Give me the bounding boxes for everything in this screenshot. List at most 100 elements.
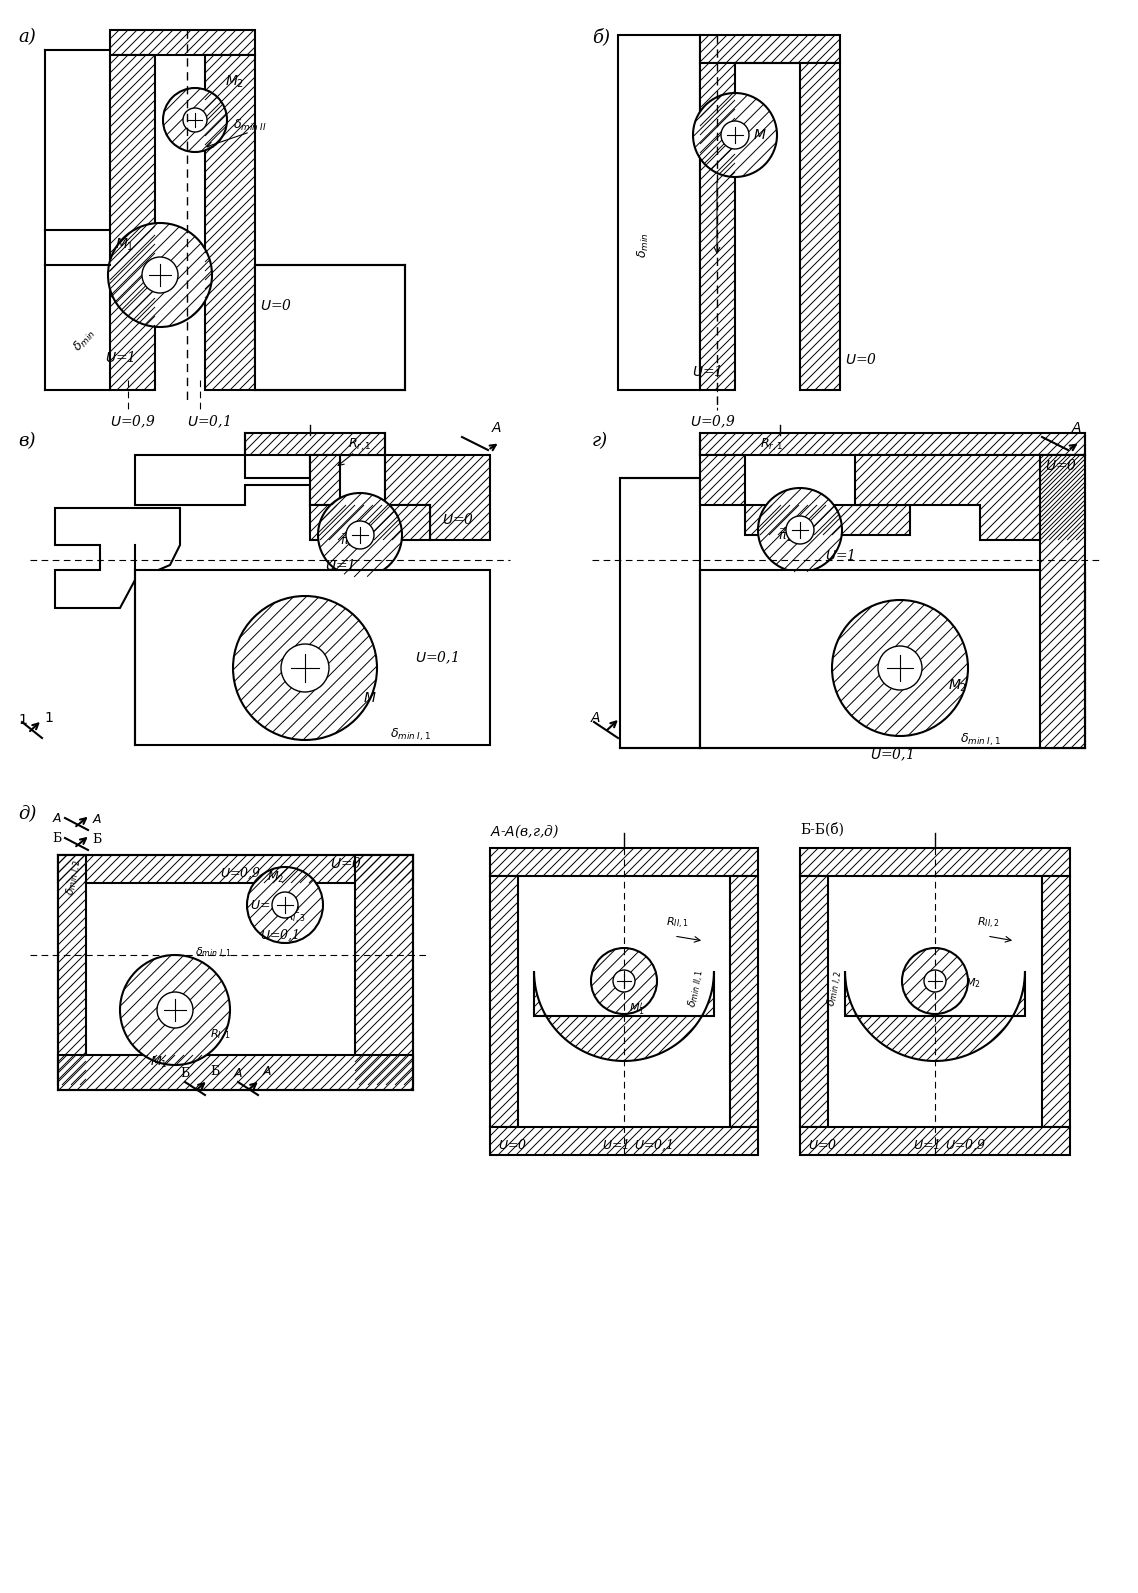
Text: $A$: $A$: [233, 1067, 244, 1080]
Text: $R_{II,1}$: $R_{II,1}$: [666, 916, 688, 930]
Circle shape: [108, 223, 212, 327]
Text: $M_1$: $M_1$: [115, 237, 134, 253]
Circle shape: [591, 948, 657, 1015]
Circle shape: [272, 892, 298, 918]
Circle shape: [346, 521, 374, 550]
Bar: [490, 876, 518, 1126]
Circle shape: [693, 92, 777, 177]
Text: Б: Б: [180, 1067, 189, 1080]
Text: $M_2$: $M_2$: [267, 870, 284, 884]
Bar: [1040, 456, 1085, 749]
Text: $\vec{\pi}_1$: $\vec{\pi}_1$: [923, 977, 937, 992]
Polygon shape: [55, 508, 180, 609]
Text: $A$: $A$: [589, 710, 601, 725]
Text: $U$=0: $U$=0: [442, 513, 475, 527]
Text: $\delta_{min\ I,2}$: $\delta_{min\ I,2}$: [825, 970, 847, 1008]
Bar: [800, 876, 828, 1126]
Text: $R_{I,1}$: $R_{I,1}$: [211, 1027, 230, 1042]
Circle shape: [163, 88, 226, 151]
Circle shape: [832, 601, 968, 736]
Text: б): б): [592, 29, 610, 46]
Text: $A$: $A$: [262, 1066, 272, 1078]
Bar: [729, 876, 758, 1126]
Text: в): в): [18, 432, 35, 449]
Text: $U$=0,1: $U$=0,1: [187, 414, 230, 430]
Text: $\vec{\pi}_1$: $\vec{\pi}_1$: [778, 526, 792, 543]
Text: $U$=1: $U$=1: [825, 548, 855, 562]
Text: $R_{I,3}$: $R_{I,3}$: [284, 911, 305, 926]
Text: $R_{r,1}$: $R_{r,1}$: [760, 436, 783, 452]
Text: $U$=0,9: $U$=0,9: [110, 414, 156, 430]
Text: $\delta_{min\ I,1}$: $\delta_{min\ I,1}$: [195, 946, 231, 961]
Text: $U$=0,1: $U$=0,1: [415, 650, 459, 666]
Circle shape: [721, 121, 749, 150]
Text: Б: Б: [92, 833, 101, 846]
Text: $U$=0: $U$=0: [259, 298, 292, 312]
Text: $M_2$: $M_2$: [965, 977, 981, 989]
Text: $U$=1: $U$=1: [913, 1137, 940, 1152]
Bar: [58, 855, 413, 883]
Text: $\delta_{min\ II,1}$: $\delta_{min\ II,1}$: [686, 969, 708, 1010]
Bar: [58, 855, 86, 1085]
Bar: [800, 847, 1070, 876]
Text: г): г): [592, 432, 608, 449]
Text: $U$=1: $U$=1: [325, 558, 355, 572]
Text: $U$=0,9: $U$=0,9: [220, 865, 261, 881]
Text: $U$=0,9: $U$=0,9: [690, 414, 735, 430]
Text: $M_1$: $M_1$: [150, 1055, 167, 1069]
Bar: [110, 30, 255, 56]
Circle shape: [247, 867, 323, 943]
Text: Б: Б: [52, 832, 61, 844]
Bar: [700, 35, 840, 64]
Bar: [700, 570, 1085, 749]
Polygon shape: [135, 570, 490, 746]
Text: $\vec{\pi}_2$: $\vec{\pi}_2$: [612, 977, 625, 992]
Text: $A$: $A$: [92, 812, 102, 827]
Text: $1$: $1$: [18, 714, 27, 726]
Text: $\delta_{min}$: $\delta_{min}$: [636, 233, 651, 258]
Bar: [310, 505, 430, 540]
Circle shape: [318, 492, 402, 577]
Text: $\delta_{min\ I,1}$: $\delta_{min\ I,1}$: [960, 731, 1000, 749]
Circle shape: [119, 954, 230, 1066]
Text: $A$: $A$: [52, 812, 63, 825]
Circle shape: [157, 992, 193, 1027]
Polygon shape: [855, 456, 1085, 540]
Circle shape: [786, 516, 814, 543]
Text: $R_{r,1}$: $R_{r,1}$: [348, 436, 371, 452]
Text: а): а): [18, 29, 35, 46]
Bar: [700, 456, 745, 505]
Bar: [700, 64, 735, 390]
Text: $U$=1: $U$=1: [250, 898, 278, 913]
Circle shape: [879, 647, 922, 690]
Circle shape: [183, 108, 207, 132]
Text: $M$: $M$: [753, 127, 767, 142]
Bar: [245, 433, 385, 456]
Text: $\vec{\pi}_1$: $\vec{\pi}_1$: [170, 1007, 183, 1023]
Text: $M_2$: $M_2$: [948, 677, 967, 695]
Text: $A$: $A$: [492, 421, 503, 435]
Text: $M$: $M$: [363, 691, 377, 706]
Text: $U$=0: $U$=0: [1045, 457, 1078, 473]
Text: $\delta_{min}$: $\delta_{min}$: [71, 325, 98, 355]
Polygon shape: [135, 456, 385, 505]
Text: $U$=0: $U$=0: [808, 1137, 838, 1152]
Circle shape: [758, 487, 842, 572]
Bar: [310, 456, 340, 505]
Text: $M_2$: $M_2$: [225, 73, 245, 91]
Text: $U$=0: $U$=0: [846, 352, 877, 368]
Text: $\delta_{min\ I,1}$: $\delta_{min\ I,1}$: [390, 726, 431, 744]
Polygon shape: [534, 972, 714, 1061]
Bar: [800, 64, 840, 390]
Bar: [205, 56, 255, 390]
Text: $M_1'$: $M_1'$: [629, 1000, 645, 1016]
Text: $U$=0: $U$=0: [330, 855, 362, 870]
Bar: [618, 35, 700, 390]
Circle shape: [613, 970, 635, 992]
Bar: [620, 478, 700, 749]
Text: $\delta_{min\ I,2}$: $\delta_{min\ I,2}$: [64, 859, 85, 897]
Bar: [700, 433, 1085, 456]
Bar: [800, 1126, 1070, 1155]
Text: $U$=0,9: $U$=0,9: [945, 1137, 987, 1153]
Circle shape: [902, 948, 968, 1015]
